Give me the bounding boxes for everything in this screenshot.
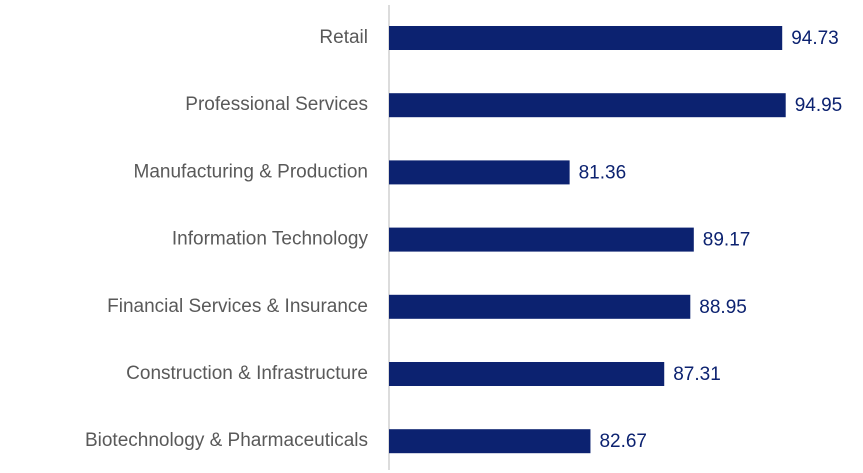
value-label: 81.36 (579, 162, 627, 183)
value-label: 87.31 (673, 364, 721, 385)
category-label: Biotechnology & Pharmaceuticals (85, 430, 368, 451)
value-label: 94.95 (795, 95, 843, 116)
category-label: Information Technology (172, 229, 369, 250)
bar (389, 93, 786, 118)
bar (389, 429, 591, 454)
category-label: Financial Services & Insurance (107, 296, 368, 317)
value-label: 89.17 (703, 230, 751, 251)
category-label: Retail (319, 27, 368, 48)
category-label: Professional Services (185, 94, 368, 115)
bar (389, 362, 665, 386)
bar (389, 26, 783, 50)
value-label: 82.67 (599, 431, 647, 452)
bar (389, 227, 694, 252)
category-label: Construction & Infrastructure (126, 363, 368, 384)
value-label: 88.95 (699, 297, 747, 318)
bar (389, 160, 570, 185)
value-label: 94.73 (791, 28, 839, 49)
category-label: Manufacturing & Production (134, 161, 368, 182)
bar (389, 294, 691, 319)
